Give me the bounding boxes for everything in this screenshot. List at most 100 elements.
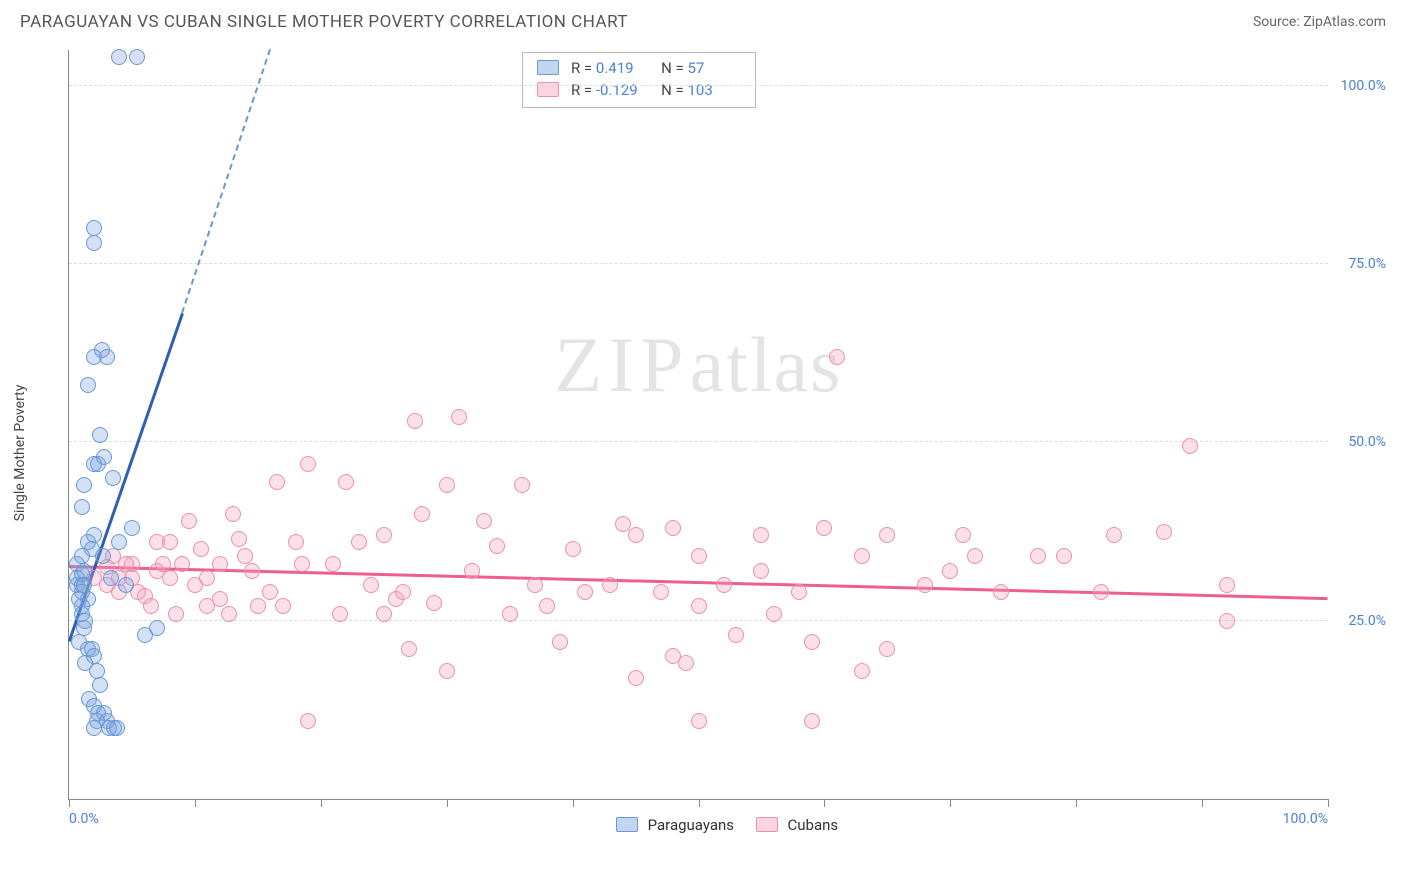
data-point bbox=[728, 627, 744, 643]
data-point bbox=[86, 720, 102, 736]
data-point bbox=[225, 506, 241, 522]
data-point bbox=[1056, 548, 1072, 564]
data-point bbox=[94, 342, 110, 358]
plot-area: ZIPatlas R = 0.419 N = 57 R = -0.129 N =… bbox=[68, 50, 1328, 800]
data-point bbox=[84, 541, 100, 557]
data-point bbox=[414, 506, 430, 522]
y-axis-label: Single Mother Poverty bbox=[12, 385, 28, 522]
y-tick-label: 25.0% bbox=[1348, 613, 1386, 629]
data-point bbox=[1106, 527, 1122, 543]
data-point bbox=[168, 606, 184, 622]
data-point bbox=[1030, 548, 1046, 564]
x-tick bbox=[824, 799, 825, 807]
data-point bbox=[275, 598, 291, 614]
data-point bbox=[162, 570, 178, 586]
data-point bbox=[363, 577, 379, 593]
data-point bbox=[86, 527, 102, 543]
data-point bbox=[451, 409, 467, 425]
data-point bbox=[332, 606, 348, 622]
data-point bbox=[577, 584, 593, 600]
chart-container: Single Mother Poverty ZIPatlas R = 0.419… bbox=[48, 50, 1388, 840]
source-attribution: Source: ZipAtlas.com bbox=[1253, 14, 1386, 30]
data-point bbox=[181, 513, 197, 529]
data-point bbox=[288, 534, 304, 550]
data-point bbox=[489, 538, 505, 554]
x-tick bbox=[69, 799, 70, 807]
data-point bbox=[407, 413, 423, 429]
chart-title: PARAGUAYAN VS CUBAN SINGLE MOTHER POVERT… bbox=[20, 12, 628, 32]
series-label-blue: Paraguayans bbox=[648, 816, 734, 834]
data-point bbox=[678, 655, 694, 671]
data-point bbox=[269, 474, 285, 490]
data-point bbox=[665, 520, 681, 536]
data-point bbox=[628, 670, 644, 686]
stats-row-pink: R = -0.129 N = 103 bbox=[537, 79, 741, 101]
data-point bbox=[124, 520, 140, 536]
data-point bbox=[829, 349, 845, 365]
data-point bbox=[395, 584, 411, 600]
data-point bbox=[300, 456, 316, 472]
data-point bbox=[514, 477, 530, 493]
gridline bbox=[69, 620, 1328, 621]
series-label-pink: Cubans bbox=[787, 816, 838, 834]
x-tick bbox=[1076, 799, 1077, 807]
n-label: N = bbox=[661, 59, 684, 77]
data-point bbox=[351, 534, 367, 550]
gridline bbox=[69, 263, 1328, 264]
source-name: ZipAtlas.com bbox=[1303, 14, 1386, 30]
data-point bbox=[691, 548, 707, 564]
data-point bbox=[854, 548, 870, 564]
data-point bbox=[376, 606, 392, 622]
watermark: ZIPatlas bbox=[555, 320, 843, 410]
data-point bbox=[149, 620, 165, 636]
data-point bbox=[439, 477, 455, 493]
data-point bbox=[244, 563, 260, 579]
data-point bbox=[129, 49, 145, 65]
data-point bbox=[76, 477, 92, 493]
data-point bbox=[96, 449, 112, 465]
data-point bbox=[250, 598, 266, 614]
data-point bbox=[426, 595, 442, 611]
y-tick-label: 50.0% bbox=[1348, 434, 1386, 450]
data-point bbox=[527, 577, 543, 593]
data-point bbox=[294, 556, 310, 572]
data-point bbox=[231, 531, 247, 547]
data-point bbox=[199, 570, 215, 586]
r-value: -0.129 bbox=[596, 79, 650, 101]
data-point bbox=[221, 606, 237, 622]
data-point bbox=[753, 563, 769, 579]
x-tick bbox=[321, 799, 322, 807]
data-point bbox=[212, 556, 228, 572]
r-label: R = bbox=[571, 59, 592, 77]
data-point bbox=[917, 577, 933, 593]
data-point bbox=[602, 577, 618, 593]
x-tick bbox=[950, 799, 951, 807]
data-point bbox=[804, 713, 820, 729]
data-point bbox=[993, 584, 1009, 600]
swatch-pink-icon bbox=[756, 817, 778, 832]
stats-legend: R = 0.419 N = 57 R = -0.129 N = 103 bbox=[522, 52, 756, 108]
data-point bbox=[71, 591, 87, 607]
y-tick-label: 75.0% bbox=[1348, 256, 1386, 272]
data-point bbox=[401, 641, 417, 657]
data-point bbox=[967, 548, 983, 564]
data-point bbox=[716, 577, 732, 593]
data-point bbox=[552, 634, 568, 650]
data-point bbox=[74, 499, 90, 515]
data-point bbox=[105, 470, 121, 486]
data-point bbox=[816, 520, 832, 536]
data-point bbox=[325, 556, 341, 572]
data-point bbox=[628, 527, 644, 543]
chart-header: PARAGUAYAN VS CUBAN SINGLE MOTHER POVERT… bbox=[0, 0, 1406, 40]
data-point bbox=[955, 527, 971, 543]
n-value: 57 bbox=[687, 57, 741, 79]
data-point bbox=[162, 534, 178, 550]
data-point bbox=[86, 235, 102, 251]
y-tick-label: 100.0% bbox=[1341, 78, 1386, 94]
data-point bbox=[854, 663, 870, 679]
trend-line bbox=[181, 49, 271, 314]
x-tick bbox=[1328, 799, 1329, 807]
swatch-blue-icon bbox=[537, 60, 559, 75]
data-point bbox=[111, 49, 127, 65]
data-point bbox=[111, 534, 127, 550]
